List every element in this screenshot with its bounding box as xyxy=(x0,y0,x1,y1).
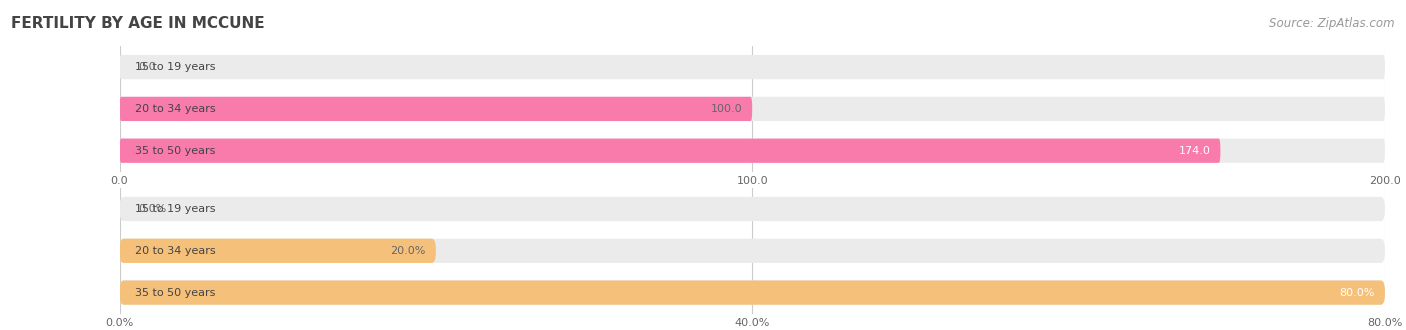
Text: 80.0%: 80.0% xyxy=(1340,288,1375,298)
Text: 0.0: 0.0 xyxy=(139,62,156,72)
FancyBboxPatch shape xyxy=(120,239,436,263)
Text: 20 to 34 years: 20 to 34 years xyxy=(135,104,215,114)
FancyBboxPatch shape xyxy=(120,280,1385,305)
Text: 15 to 19 years: 15 to 19 years xyxy=(135,204,215,214)
FancyBboxPatch shape xyxy=(120,97,1385,121)
Text: FERTILITY BY AGE IN MCCUNE: FERTILITY BY AGE IN MCCUNE xyxy=(11,16,264,31)
Text: 15 to 19 years: 15 to 19 years xyxy=(135,62,215,72)
FancyBboxPatch shape xyxy=(120,197,1385,221)
FancyBboxPatch shape xyxy=(120,139,1220,163)
Text: 20 to 34 years: 20 to 34 years xyxy=(135,246,215,256)
Text: 0.0%: 0.0% xyxy=(139,204,167,214)
Text: Source: ZipAtlas.com: Source: ZipAtlas.com xyxy=(1270,16,1395,29)
FancyBboxPatch shape xyxy=(120,139,1385,163)
FancyBboxPatch shape xyxy=(120,280,1385,305)
FancyBboxPatch shape xyxy=(120,55,1385,79)
Text: 100.0: 100.0 xyxy=(710,104,742,114)
Text: 174.0: 174.0 xyxy=(1178,146,1211,156)
Text: 35 to 50 years: 35 to 50 years xyxy=(135,288,215,298)
FancyBboxPatch shape xyxy=(120,239,1385,263)
Text: 20.0%: 20.0% xyxy=(391,246,426,256)
FancyBboxPatch shape xyxy=(120,97,752,121)
Text: 35 to 50 years: 35 to 50 years xyxy=(135,146,215,156)
